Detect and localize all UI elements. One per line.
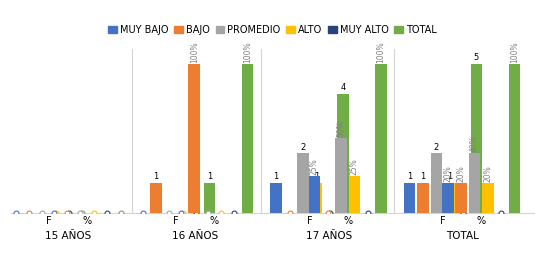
Text: 100%: 100%	[190, 41, 199, 63]
Text: 100%: 100%	[243, 41, 252, 63]
Text: 100%: 100%	[377, 41, 385, 63]
Text: 1: 1	[407, 172, 412, 181]
Bar	[455, 183, 467, 213]
Bar	[150, 183, 162, 213]
Bar	[337, 94, 349, 213]
Bar	[308, 176, 320, 213]
Text: 25%: 25%	[310, 158, 319, 174]
Text: 1: 1	[447, 172, 452, 181]
Bar	[508, 64, 520, 213]
Bar	[417, 183, 429, 213]
Bar	[297, 153, 308, 213]
Text: TOTAL: TOTAL	[446, 231, 479, 241]
Bar	[470, 64, 482, 213]
Text: 1: 1	[207, 172, 212, 181]
Bar	[349, 176, 360, 213]
Bar	[270, 183, 282, 213]
Text: 1: 1	[274, 172, 279, 181]
Bar	[404, 183, 415, 213]
Text: 50%: 50%	[336, 120, 346, 137]
Text: 15 AÑOS: 15 AÑOS	[45, 231, 91, 241]
Text: 40%: 40%	[470, 135, 479, 152]
Text: 100%: 100%	[510, 41, 519, 63]
Text: 16 AÑOS: 16 AÑOS	[172, 231, 219, 241]
Text: 1: 1	[313, 172, 319, 181]
Text: 2: 2	[300, 143, 306, 152]
Text: 20%: 20%	[443, 165, 452, 182]
Bar	[442, 183, 453, 213]
Text: 2: 2	[434, 143, 439, 152]
Bar	[189, 64, 200, 213]
Bar	[204, 183, 215, 213]
Text: 17 AÑOS: 17 AÑOS	[306, 231, 352, 241]
Text: 1: 1	[154, 172, 159, 181]
Bar	[335, 138, 347, 213]
Bar	[469, 153, 480, 213]
Legend: MUY BAJO, BAJO, PROMEDIO, ALTO, MUY ALTO, TOTAL: MUY BAJO, BAJO, PROMEDIO, ALTO, MUY ALTO…	[104, 21, 441, 39]
Bar	[376, 64, 387, 213]
Text: 25%: 25%	[350, 158, 359, 174]
Bar	[242, 64, 253, 213]
Bar	[431, 153, 442, 213]
Text: 20%: 20%	[483, 165, 492, 182]
Text: 4: 4	[340, 83, 346, 92]
Bar	[482, 183, 494, 213]
Bar	[444, 183, 456, 213]
Text: 20%: 20%	[457, 165, 465, 182]
Text: 1: 1	[420, 172, 426, 181]
Text: 5: 5	[474, 53, 479, 62]
Bar	[311, 183, 322, 213]
